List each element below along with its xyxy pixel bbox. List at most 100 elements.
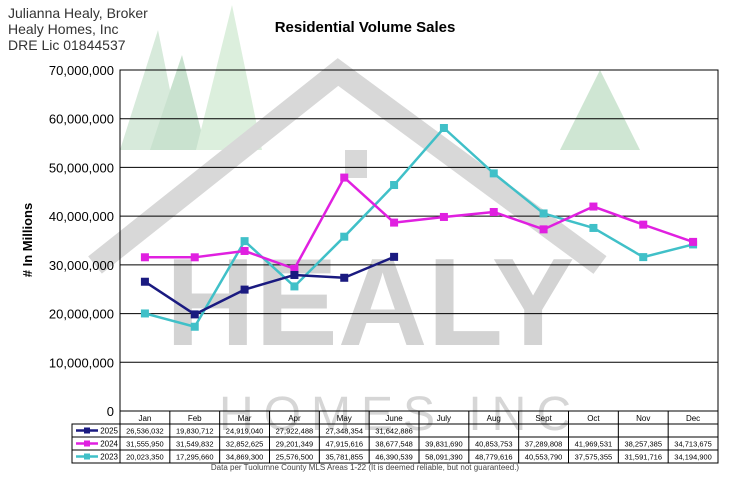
data-table: Jan Feb Mar Apr May June July Aug Sept Oct Nov Dec 2… — [71, 410, 719, 464]
data-label: 34,869,300 — [226, 453, 264, 462]
broker-license: DRE Lic 01844537 — [8, 37, 126, 53]
series-line — [144, 126, 694, 328]
data-point — [190, 253, 199, 262]
y-tick-label: 30,000,000 — [49, 258, 114, 273]
data-point — [140, 253, 149, 262]
broker-name: Julianna Healy, Broker — [8, 5, 148, 21]
data-label: 31,549,832 — [176, 440, 214, 449]
data-point — [240, 285, 249, 294]
data-label: 37,289,808 — [525, 440, 563, 449]
legend-swatch-marker — [84, 440, 90, 447]
legend-series-name: 2025 — [100, 427, 118, 436]
data-label: 37,575,355 — [575, 453, 613, 462]
data-label: 58,091,390 — [425, 453, 463, 462]
x-tick-label: Dec — [686, 414, 700, 423]
x-tick-label: Mar — [238, 414, 252, 423]
footer-note: Data per Tuolumne County MLS Areas 1-22 … — [210, 463, 520, 472]
x-tick-label: Aug — [487, 414, 501, 423]
data-label: 35,781,855 — [325, 453, 363, 462]
legend-swatch-marker — [84, 453, 90, 460]
data-point — [340, 273, 349, 282]
data-label: 17,295,660 — [176, 453, 214, 462]
x-tick-label: Jan — [138, 414, 151, 423]
x-tick-label: Nov — [636, 414, 650, 423]
watermark-roof — [88, 58, 607, 274]
data-point — [190, 322, 199, 331]
data-point — [390, 218, 399, 227]
data-point — [639, 220, 648, 229]
y-axis-ticks: 0 10,000,000 20,000,000 30,000,000 40,000,00… — [49, 63, 114, 419]
y-tick-label: 70,000,000 — [49, 63, 114, 78]
legend-swatch-marker — [84, 427, 90, 434]
data-label: 19,830,712 — [176, 427, 214, 436]
data-label: 31,642,886 — [375, 427, 413, 436]
series-layer — [140, 124, 698, 331]
watermark-tree-mid — [150, 55, 206, 150]
y-tick-label: 40,000,000 — [49, 209, 114, 224]
data-label: 25,576,500 — [276, 453, 314, 462]
data-label: 46,390,539 — [375, 453, 413, 462]
watermark-text-healy: HEALY — [166, 234, 575, 372]
data-label: 38,677,548 — [375, 440, 413, 449]
data-point — [290, 264, 299, 273]
data-point — [140, 277, 149, 286]
data-point — [240, 246, 249, 255]
y-tick-label: 0 — [107, 404, 114, 419]
data-label: 27,922,488 — [276, 427, 314, 436]
data-label: 24,919,040 — [226, 427, 264, 436]
broker-info: Julianna Healy, Broker Healy Homes, Inc … — [8, 5, 148, 53]
data-point — [589, 202, 598, 211]
data-point — [190, 310, 199, 319]
y-tick-label: 50,000,000 — [49, 160, 114, 175]
data-label: 32,852,625 — [226, 440, 264, 449]
x-tick-label: July — [437, 414, 451, 423]
data-label: 29,201,349 — [276, 440, 314, 449]
data-label: 47,915,616 — [325, 440, 363, 449]
x-tick-label: Oct — [587, 414, 600, 423]
series-line — [144, 176, 694, 270]
data-point — [489, 207, 498, 216]
data-label: 31,591,716 — [624, 453, 662, 462]
data-point — [240, 237, 249, 246]
data-point — [340, 232, 349, 241]
data-point — [539, 225, 548, 234]
watermark-tree-right — [560, 70, 640, 150]
data-point — [290, 282, 299, 291]
series-line — [144, 255, 395, 316]
data-point — [439, 212, 448, 221]
data-label: 39,831,690 — [425, 440, 463, 449]
data-label: 34,194,900 — [674, 453, 712, 462]
data-point — [489, 169, 498, 178]
data-point — [140, 309, 149, 318]
data-label: 20,023,350 — [126, 453, 164, 462]
data-label: 40,553,790 — [525, 453, 563, 462]
data-label: 48,779,616 — [475, 453, 513, 462]
data-point — [340, 173, 349, 182]
chart-title: Residential Volume Sales — [274, 19, 456, 36]
gridlines — [120, 118, 718, 363]
watermark-layer: HEALY HOMES INC — [88, 5, 640, 441]
x-tick-label: May — [337, 414, 352, 423]
data-label: 34,713,675 — [674, 440, 712, 449]
data-label: 31,555,950 — [126, 440, 164, 449]
data-label: 26,536,032 — [126, 427, 164, 436]
x-tick-label: Apr — [288, 414, 301, 423]
watermark-tree-tall — [196, 5, 262, 150]
data-label: 41,969,531 — [575, 440, 613, 449]
data-label: 40,853,753 — [475, 440, 513, 449]
x-tick-label: Feb — [188, 414, 202, 423]
data-point — [639, 253, 648, 262]
x-tick-label: Sept — [535, 414, 552, 423]
data-point — [290, 270, 299, 279]
data-point — [439, 124, 448, 133]
y-axis-label: # In Millions — [20, 203, 35, 277]
data-label: 27,348,354 — [325, 427, 363, 436]
y-tick-label: 10,000,000 — [49, 355, 114, 370]
watermark-text-homes: HOMES INC — [219, 388, 581, 441]
legend-series-name: 2024 — [100, 440, 118, 449]
data-point — [390, 181, 399, 190]
y-tick-label: 60,000,000 — [49, 112, 114, 127]
legend-series-name: 2023 — [100, 453, 118, 462]
